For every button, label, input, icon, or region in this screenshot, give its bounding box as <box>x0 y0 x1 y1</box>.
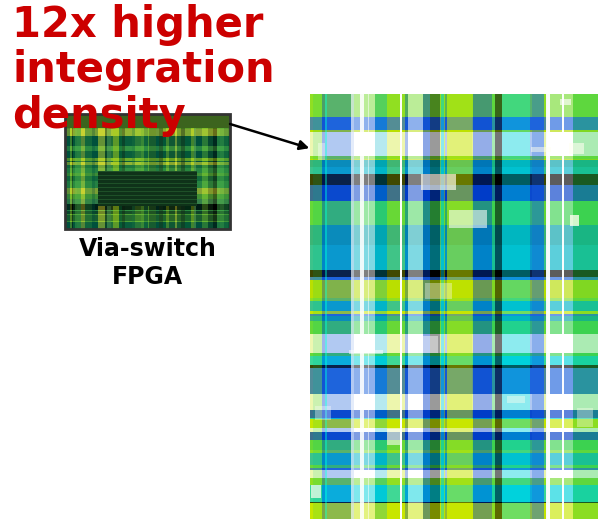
Text: 12x higher
integration
density: 12x higher integration density <box>12 4 275 137</box>
Text: Via-switch
FPGA: Via-switch FPGA <box>79 237 217 289</box>
